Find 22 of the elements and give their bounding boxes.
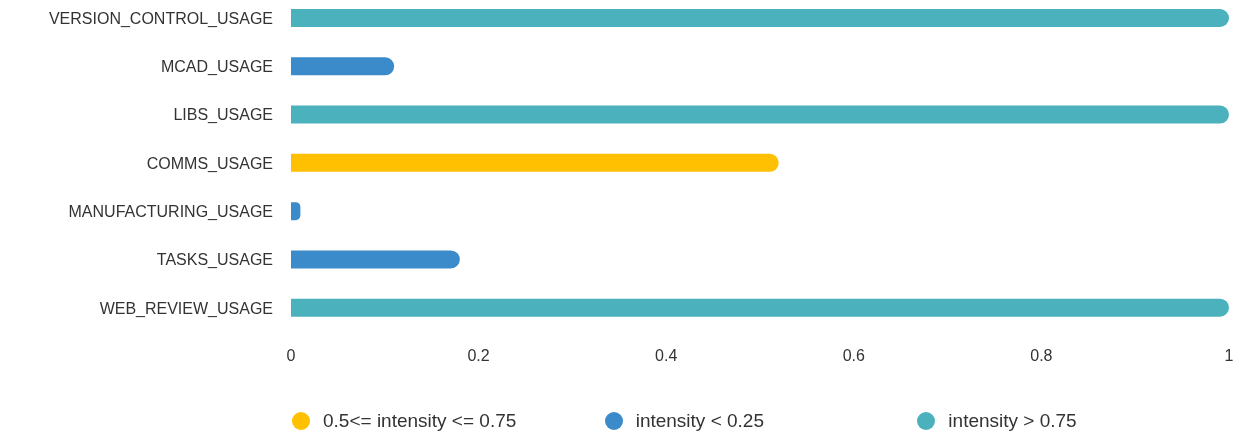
bar <box>291 153 779 172</box>
x-tick-label: 0.2 <box>467 347 490 365</box>
x-tick-label: 0 <box>286 347 296 365</box>
x-tick-label: 0.4 <box>655 347 678 365</box>
legend-label: 0.5<= intensity <= 0.75 <box>323 410 517 432</box>
bar <box>291 57 395 76</box>
y-tick-label: VERSION_CONTROL_USAGE <box>48 9 273 28</box>
bar <box>291 105 1229 124</box>
y-tick-label: MANUFACTURING_USAGE <box>68 202 273 221</box>
y-tick-label: WEB_REVIEW_USAGE <box>99 299 273 318</box>
bar <box>291 9 1229 27</box>
bar <box>291 250 460 269</box>
y-tick-label: LIBS_USAGE <box>173 106 273 125</box>
legend-label: intensity > 0.75 <box>948 410 1077 432</box>
y-tick-label: TASKS_USAGE <box>156 251 273 270</box>
x-tick-label: 0.6 <box>842 347 866 365</box>
x-tick-label: 0.8 <box>1030 347 1053 365</box>
bar <box>291 298 1229 317</box>
y-tick-label: MCAD_USAGE <box>160 58 273 77</box>
legend-label: intensity < 0.25 <box>635 410 765 432</box>
x-tick-label: 1 <box>1224 347 1234 365</box>
y-tick-label: COMMS_USAGE <box>146 154 273 173</box>
